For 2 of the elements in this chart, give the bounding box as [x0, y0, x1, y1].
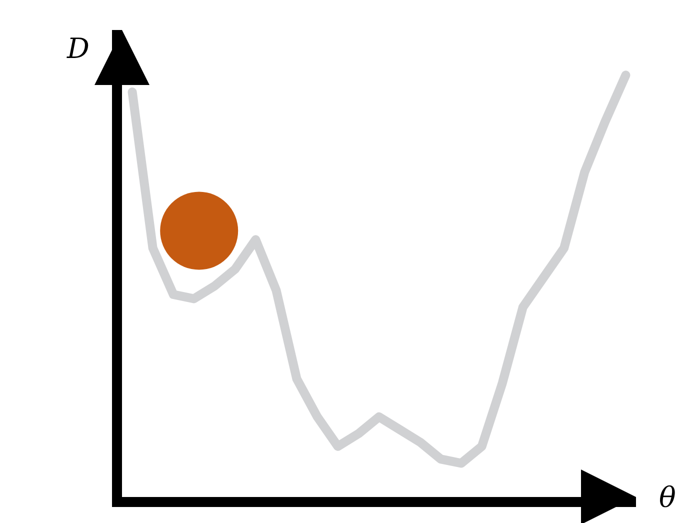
x-axis-title: θ — [659, 481, 676, 514]
y-axis-title: D — [66, 32, 90, 65]
